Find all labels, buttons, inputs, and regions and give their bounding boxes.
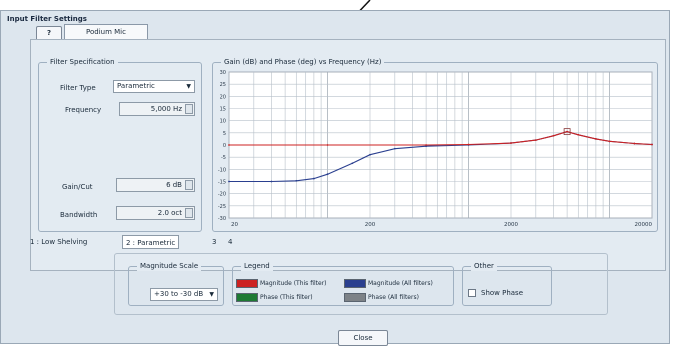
other-label: Other bbox=[471, 261, 497, 271]
magnitude-scale-value: +30 to -30 dB bbox=[154, 290, 204, 298]
y-tick-label: 15 bbox=[220, 107, 226, 113]
data-point bbox=[393, 147, 396, 150]
legend-swatch-magnitude-this bbox=[236, 279, 258, 288]
data-point bbox=[633, 142, 636, 145]
x-tick-label: 20 bbox=[231, 222, 238, 228]
data-point bbox=[228, 180, 230, 183]
y-tick-label: 20 bbox=[220, 94, 226, 100]
data-point bbox=[326, 173, 329, 176]
chevron-down-icon: ▼ bbox=[209, 291, 214, 298]
legend-phase-this: Phase (This filter) bbox=[260, 294, 313, 301]
legend-magnitude-this: Magnitude (This filter) bbox=[260, 280, 327, 287]
x-tick-label: 200 bbox=[365, 222, 376, 228]
options-panel bbox=[114, 253, 608, 315]
filter-type-label: Filter Type bbox=[60, 84, 96, 92]
y-tick-label: -30 bbox=[218, 216, 226, 222]
magnitude-scale-select[interactable]: +30 to -30 dB ▼ bbox=[150, 288, 218, 301]
gain-cut-value: 6 dB bbox=[166, 181, 182, 189]
legend-label: Legend bbox=[241, 261, 273, 271]
y-tick-label: 5 bbox=[223, 131, 226, 137]
data-point bbox=[577, 133, 580, 136]
legend-swatch-magnitude-all bbox=[344, 279, 366, 288]
frequency-spinner[interactable] bbox=[185, 104, 193, 114]
y-tick-label: -20 bbox=[218, 192, 226, 198]
filter-control-point bbox=[563, 128, 571, 136]
gain-cut-spinner[interactable] bbox=[185, 180, 193, 190]
tab-4[interactable]: 4 bbox=[228, 238, 233, 246]
gain-cut-label: Gain/Cut bbox=[62, 183, 93, 191]
show-phase-label: Show Phase bbox=[481, 289, 524, 297]
x-tick-label: 2000 bbox=[504, 222, 518, 228]
gain-cut-field[interactable]: 6 dB bbox=[116, 178, 195, 192]
filter-type-value: Parametric bbox=[117, 82, 155, 90]
y-tick-label: -5 bbox=[221, 155, 226, 161]
y-tick-label: 0 bbox=[223, 143, 226, 149]
x-tick-label: 20000 bbox=[635, 222, 653, 228]
filter-type-select[interactable]: Parametric ▼ bbox=[113, 80, 195, 93]
other-group: Other bbox=[462, 261, 552, 306]
data-point bbox=[295, 179, 298, 182]
magnitude-scale-label: Magnitude Scale bbox=[137, 261, 202, 271]
y-tick-label: 30 bbox=[220, 70, 226, 76]
data-point bbox=[510, 142, 512, 144]
legend-magnitude-all: Magnitude (All filters) bbox=[368, 280, 433, 287]
tab-3[interactable]: 3 bbox=[212, 238, 217, 246]
bandwidth-spinner[interactable] bbox=[185, 208, 193, 218]
filter-specification-label: Filter Specification bbox=[47, 57, 118, 67]
dialog-title: Input Filter Settings bbox=[7, 15, 87, 23]
data-point bbox=[270, 180, 273, 183]
y-tick-label: 25 bbox=[220, 82, 226, 88]
data-point bbox=[651, 143, 653, 146]
y-tick-label: -25 bbox=[218, 204, 226, 210]
data-point bbox=[566, 130, 569, 133]
data-point bbox=[467, 143, 470, 146]
data-point bbox=[534, 139, 537, 142]
legend-group: Legend bbox=[232, 261, 454, 306]
frequency-label: Frequency bbox=[65, 106, 102, 114]
frequency-field[interactable]: 5,000 Hz bbox=[119, 102, 195, 116]
filter-specification-group: Filter Specification bbox=[38, 57, 202, 232]
close-button[interactable]: Close bbox=[338, 330, 388, 346]
chart-title: Gain (dB) and Phase (deg) vs Frequency (… bbox=[221, 57, 385, 67]
y-tick-label: -15 bbox=[218, 180, 226, 186]
legend-swatch-phase-this bbox=[236, 293, 258, 302]
y-tick-label: -10 bbox=[218, 167, 226, 173]
y-tick-label: 10 bbox=[220, 119, 226, 125]
gain-phase-chart-group: Gain (dB) and Phase (deg) vs Frequency (… bbox=[212, 57, 658, 232]
magnitude-scale-group: Magnitude Scale bbox=[128, 261, 224, 306]
bandwidth-value: 2.0 oct bbox=[157, 209, 182, 217]
data-point bbox=[552, 134, 555, 137]
bandwidth-label: Bandwidth bbox=[60, 211, 98, 219]
data-point bbox=[326, 144, 329, 146]
legend-phase-all: Phase (All filters) bbox=[368, 294, 419, 301]
data-point bbox=[312, 177, 315, 180]
data-point bbox=[228, 144, 230, 146]
chevron-down-icon: ▼ bbox=[186, 83, 191, 90]
tab-podium-mic[interactable]: Podium Mic bbox=[64, 24, 148, 40]
legend-swatch-phase-all bbox=[344, 293, 366, 302]
data-point bbox=[425, 144, 428, 146]
data-point bbox=[594, 138, 597, 140]
data-point bbox=[351, 162, 354, 165]
show-phase-checkbox[interactable] bbox=[468, 289, 476, 297]
bandwidth-field[interactable]: 2.0 oct bbox=[116, 206, 195, 220]
data-point bbox=[369, 153, 371, 156]
frequency-value: 5,000 Hz bbox=[150, 105, 182, 113]
tab-low-shelving[interactable]: 1 : Low Shelving bbox=[30, 238, 88, 246]
data-point bbox=[608, 140, 611, 143]
tab-parametric[interactable]: 2 : Parametric bbox=[122, 235, 180, 249]
